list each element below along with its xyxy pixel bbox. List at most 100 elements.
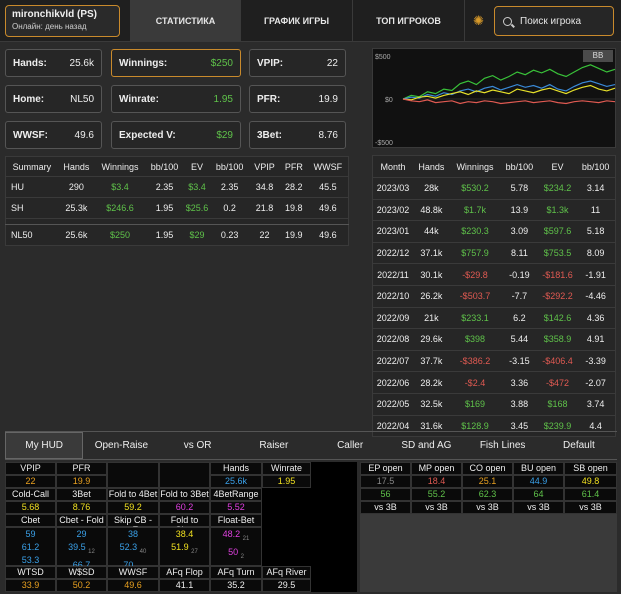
table-cell: 44k xyxy=(413,220,450,243)
hud-label: Cbet - Fold xyxy=(56,514,107,527)
hud-label: VPIP xyxy=(5,462,56,475)
tab-raiser[interactable]: Raiser xyxy=(259,440,289,451)
col-header: Hands xyxy=(418,161,445,172)
chart-series-line xyxy=(402,64,616,100)
stat-wwsf: WWSF: 49.6 xyxy=(5,121,102,149)
table-cell: 2022/12 xyxy=(372,241,414,264)
open-value: 17.5 xyxy=(360,475,411,488)
open-value: 25.1 xyxy=(462,475,513,488)
table-cell: 3.09 xyxy=(500,220,539,243)
chart-svg: $500 $0 -$500 xyxy=(375,54,616,147)
tab-open-raise[interactable]: Open-Raise xyxy=(94,440,149,451)
stat-vpip-label: VPIP: xyxy=(257,57,284,69)
table-row: 2022/09 21k $233.1 6.2 $142.6 4.36 xyxy=(372,306,616,329)
table-cell: 48.8k xyxy=(413,198,450,221)
table-row: 2022/07 37.7k -$386.2 -3.15 -$406.4 -3.39 xyxy=(372,349,616,372)
table-cell: 37.1k xyxy=(413,241,450,264)
gear-icon[interactable]: ✺ xyxy=(464,0,492,42)
tab-top-players[interactable]: ТОП ИГРОКОВ xyxy=(352,0,464,42)
table-cell: 4.36 xyxy=(576,306,616,329)
table-cell: -3.39 xyxy=(576,349,616,372)
hud-label: Fold to 4Bet xyxy=(107,488,159,501)
table-cell: -$406.4 xyxy=(538,349,577,372)
tab-default[interactable]: Default xyxy=(563,440,595,451)
tab-vs-or[interactable]: vs OR xyxy=(183,440,212,451)
table-cell: $753.5 xyxy=(538,241,577,264)
tab-statistics[interactable]: СТАТИСТИКА xyxy=(130,0,240,42)
col-header: WWSF xyxy=(313,161,343,172)
tab-caller[interactable]: Caller xyxy=(337,440,364,451)
hud-label: WTSD xyxy=(5,566,56,579)
hud-value: 25.6k xyxy=(210,475,262,488)
table-cell: 21k xyxy=(413,306,450,329)
col-header: EV xyxy=(551,161,564,172)
stat-home-label: Home: xyxy=(13,93,45,105)
hud-label: Fold to Cbet xyxy=(159,514,210,535)
table-cell: -4.46 xyxy=(576,284,616,308)
stat-home-value: NL50 xyxy=(70,93,94,105)
table-row: SH 25.3k $246.6 1.95 $25.6 0.2 21.8 19.8… xyxy=(5,197,349,219)
table-cell: 8.11 xyxy=(500,241,539,264)
table-cell: 28.2k xyxy=(413,371,450,394)
open-header: MP open xyxy=(411,462,462,475)
tab-sd-and-ag[interactable]: SD and AG xyxy=(401,440,452,451)
stat-hands-value: 25.6k xyxy=(69,57,94,69)
table-cell: -$386.2 xyxy=(449,349,501,372)
stat-winrate-value: 1.95 xyxy=(213,93,233,105)
months-table: Month Hands Winnings bb/100 EV bb/100 20… xyxy=(372,155,616,438)
table-cell: -$472 xyxy=(538,371,577,394)
tab-my-hud[interactable]: My HUD xyxy=(5,432,84,459)
hud-value: 5.52 xyxy=(210,501,262,514)
hud-label: 4BetRange xyxy=(210,488,262,501)
user-card[interactable]: mironchikvld (PS) Онлайн: день назад xyxy=(5,5,120,37)
hud-value-stack: 38.4 51.9 27 xyxy=(159,527,210,566)
stat-3bet-label: 3Bet: xyxy=(257,129,283,141)
stat-expected-value: $29 xyxy=(216,129,233,141)
table-cell: $1.7k xyxy=(449,198,501,221)
hud-label: Cbet xyxy=(5,514,56,527)
table-row: 2022/06 28.2k -$2.4 3.36 -$472 -2.07 xyxy=(372,371,616,394)
stat-winnings: Winnings: $250 xyxy=(111,49,241,77)
bb-toggle[interactable]: BB xyxy=(583,50,613,62)
open-value: 64 xyxy=(513,488,564,501)
open-header: BU open xyxy=(513,462,564,475)
hud-empty xyxy=(159,462,210,488)
table-cell: 3.88 xyxy=(500,392,539,416)
hud-label: AFq Turn xyxy=(210,566,262,579)
hud-value: 59.2 xyxy=(107,501,159,514)
table-row: 2022/12 37.1k $757.9 8.11 $753.5 8.09 xyxy=(372,241,616,264)
col-header: PFR xyxy=(284,161,303,172)
y-tick-label: $500 xyxy=(375,54,391,61)
open-label: vs 3B xyxy=(360,501,411,514)
summary-table: Summary Hands Winnings bb/100 EV bb/100 … xyxy=(5,156,349,246)
table-cell: $530.2 xyxy=(449,177,501,200)
open-panel: EP open MP open CO open BU open SB open … xyxy=(360,462,617,592)
table-cell: -$292.2 xyxy=(538,284,577,308)
table-cell: -3.15 xyxy=(500,349,539,372)
stat-wwsf-label: WWSF: xyxy=(13,129,48,141)
table-cell: 5.44 xyxy=(500,328,539,351)
hud-value-stack: 38 52.3 40 70 16 xyxy=(107,527,159,573)
table-cell: $597.6 xyxy=(538,220,577,243)
hud-value: 19.9 xyxy=(56,475,107,488)
chart-series-line xyxy=(402,80,616,100)
search-input[interactable]: Поиск игрока xyxy=(494,6,614,36)
hud-value: 29.5 xyxy=(262,579,311,592)
stat-hands-label: Hands: xyxy=(13,57,47,69)
y-tick-label: -$500 xyxy=(375,140,393,147)
table-cell: 2022/09 xyxy=(372,306,414,329)
table-cell: 6.2 xyxy=(500,306,539,329)
table-cell: 11 xyxy=(576,198,616,221)
tab-fish-lines[interactable]: Fish Lines xyxy=(479,440,526,451)
hud-empty xyxy=(107,462,159,488)
table-cell: 2022/05 xyxy=(372,392,414,416)
hud-value: 8.76 xyxy=(56,501,107,514)
table-cell: 32.5k xyxy=(413,392,450,416)
stat-vpip-value: 22 xyxy=(326,57,338,69)
tab-game-graph[interactable]: ГРАФИК ИГРЫ xyxy=(240,0,352,42)
hud-label: AFq River xyxy=(262,566,311,579)
table-cell: 30.1k xyxy=(413,263,450,286)
user-name: mironchikvld (PS) xyxy=(12,9,98,20)
table-cell: 2022/10 xyxy=(372,284,414,308)
open-value: 55.2 xyxy=(411,488,462,501)
